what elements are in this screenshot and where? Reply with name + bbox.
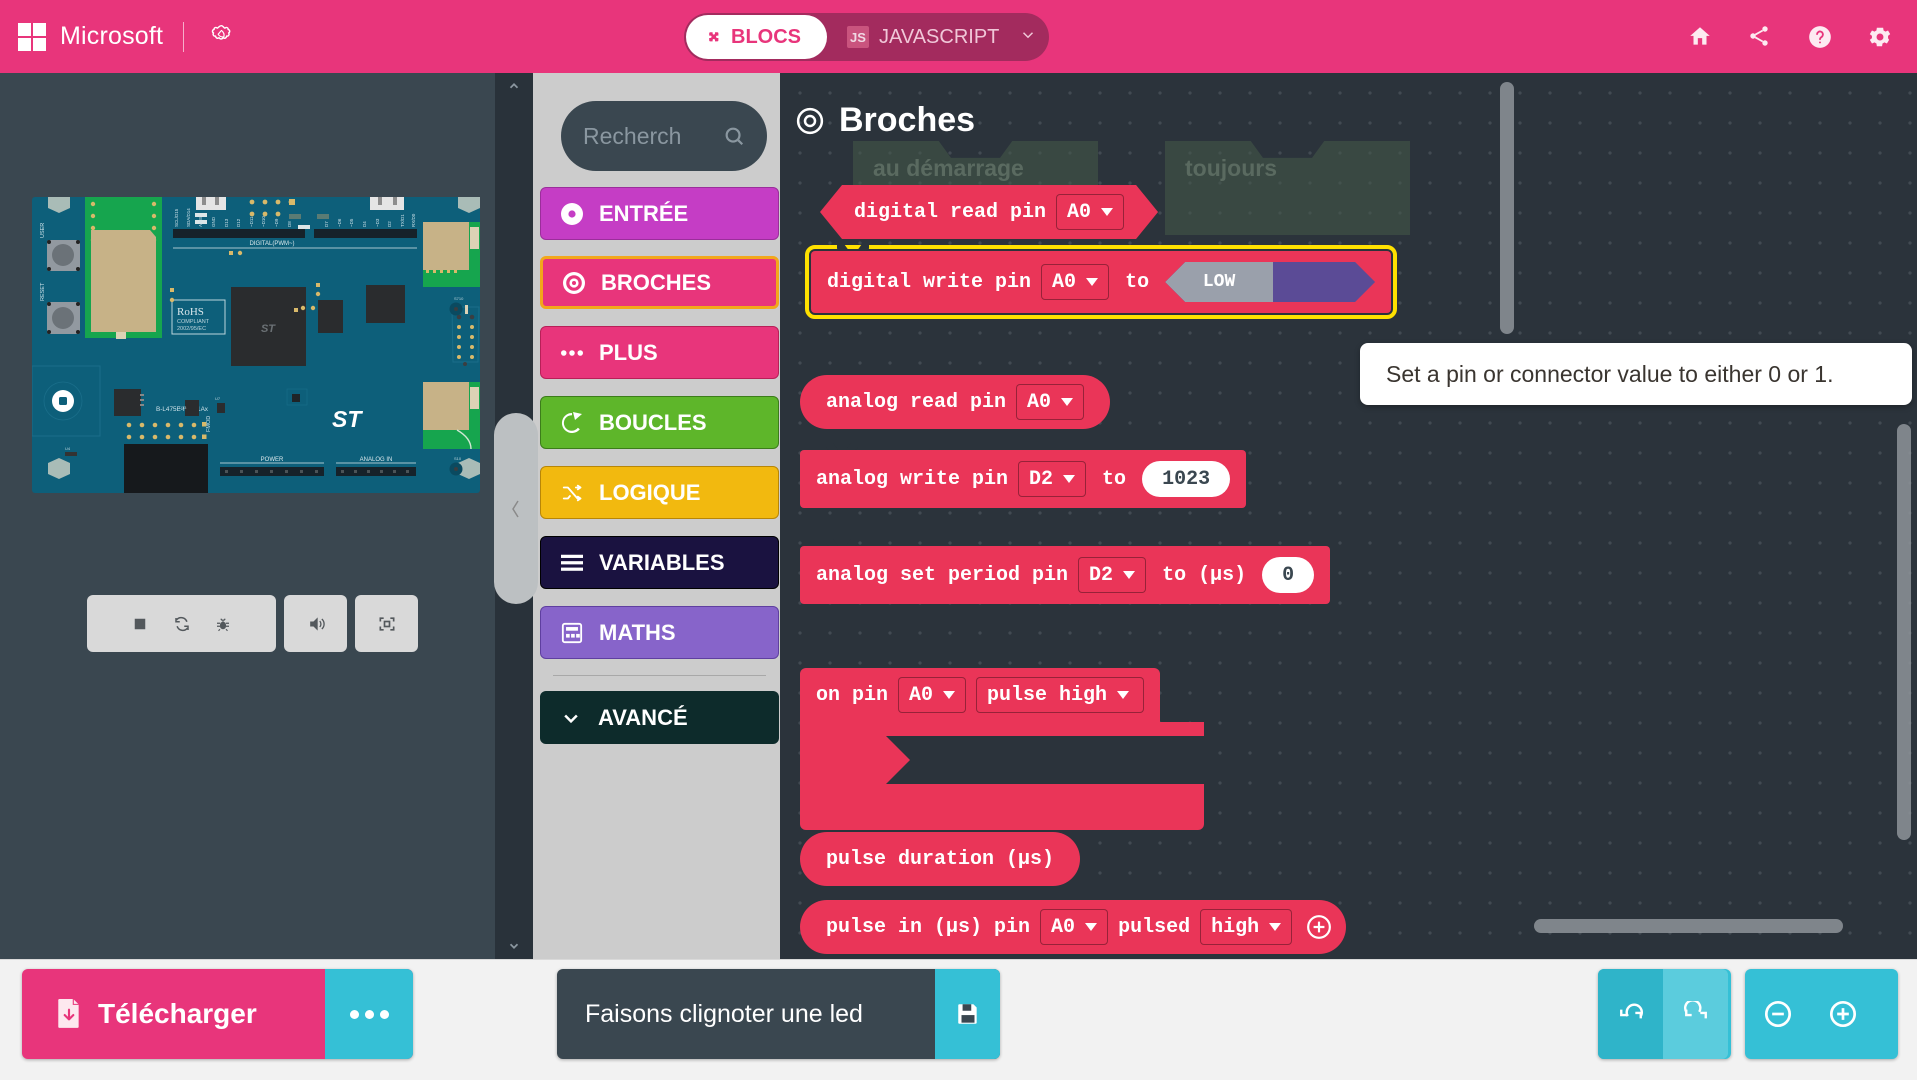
svg-text:~D11: ~D11 [249,216,254,227]
svg-text:POWER: POWER [261,457,284,463]
svg-text:COMPLIANT: COMPLIANT [177,319,210,325]
svg-text:RX/D0: RX/D0 [411,213,416,227]
svg-text:AREF: AREF [198,215,203,227]
svg-text:2002/95/EC: 2002/95/EC [177,326,206,332]
svg-text:ST: ST [261,323,276,335]
svg-text:RESET: RESET [40,282,46,301]
svg-text:RoHS: RoHS [177,306,204,318]
svg-text:ANALOG IN: ANALOG IN [360,457,393,463]
svg-text:TX/D1: TX/D1 [400,214,405,227]
svg-text:U13: U13 [179,405,187,410]
svg-text:~D6: ~D6 [337,218,342,227]
svg-text:SCL/D15: SCL/D15 [174,208,179,227]
svg-text:DIGITAL(PWM~): DIGITAL(PWM~) [249,241,294,247]
svg-text:S710: S710 [454,296,464,301]
svg-text:D7: D7 [324,221,329,227]
svg-text:ST: ST [332,406,363,432]
svg-text:~D3: ~D3 [375,218,380,227]
svg-text:U4: U4 [65,446,71,451]
svg-text:S10: S10 [454,456,462,461]
svg-text:D12: D12 [236,218,241,227]
svg-text:D13: D13 [224,218,229,227]
svg-text:D2: D2 [387,221,392,227]
svg-text:U7: U7 [215,396,221,401]
svg-text:FMOD: FMOD [206,416,212,432]
svg-text:SDA/D14: SDA/D14 [186,208,191,227]
svg-text:D4: D4 [362,221,367,227]
svg-text:~D9: ~D9 [274,218,279,227]
svg-text:D8: D8 [287,221,292,227]
svg-text:GND: GND [211,216,216,227]
svg-text:USER: USER [40,223,46,238]
svg-text:~D5: ~D5 [349,218,354,227]
svg-text:~D10: ~D10 [261,216,266,227]
